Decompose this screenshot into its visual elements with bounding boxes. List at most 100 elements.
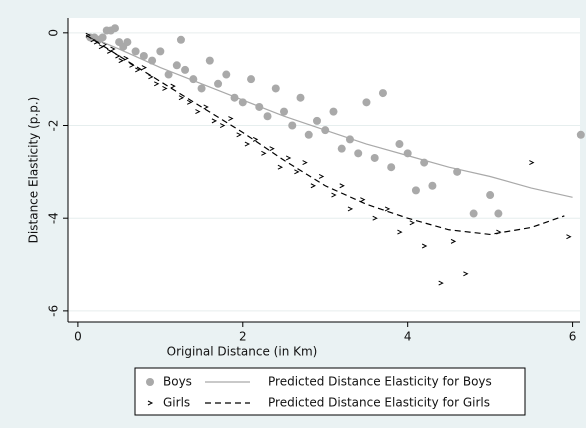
point xyxy=(118,58,124,64)
point xyxy=(409,220,415,226)
legend-label: Boys xyxy=(163,375,192,389)
point xyxy=(139,52,148,60)
point xyxy=(411,186,420,195)
y-tick-label: 0 xyxy=(47,29,61,37)
point xyxy=(387,163,396,172)
point xyxy=(203,104,209,110)
point xyxy=(197,84,206,93)
point xyxy=(205,56,214,65)
y-tick-label: -2 xyxy=(47,120,61,132)
legend-label: Predicted Distance Elasticity for Boys xyxy=(268,375,492,389)
point xyxy=(450,238,457,244)
point xyxy=(421,243,428,249)
point xyxy=(131,47,140,56)
point xyxy=(211,118,218,124)
y-axis-title: Distance Elasticity (p.p.) xyxy=(27,97,41,244)
x-axis-title: Original Distance (in Km) xyxy=(167,345,318,359)
point xyxy=(135,67,141,73)
point xyxy=(362,98,371,107)
point xyxy=(178,95,185,101)
point xyxy=(98,33,107,42)
point xyxy=(110,46,116,52)
point xyxy=(261,150,267,156)
x-tick-label: 2 xyxy=(239,330,247,344)
plot-area xyxy=(68,18,580,322)
point xyxy=(318,174,325,179)
point xyxy=(153,81,160,87)
point xyxy=(181,65,190,74)
point xyxy=(397,229,403,235)
fit-line xyxy=(85,34,573,198)
point xyxy=(372,215,378,221)
point xyxy=(236,132,242,138)
x-tick-label: 4 xyxy=(404,330,412,344)
point xyxy=(312,116,321,125)
x-tick-label: 6 xyxy=(569,330,577,344)
point xyxy=(370,153,379,162)
legend-label: Girls xyxy=(163,396,190,410)
point xyxy=(288,121,297,130)
point xyxy=(469,209,478,218)
point xyxy=(219,123,226,128)
point xyxy=(176,35,185,44)
point xyxy=(294,169,300,175)
point xyxy=(566,234,572,240)
point xyxy=(378,89,387,98)
point xyxy=(123,38,132,47)
point xyxy=(244,141,251,147)
point xyxy=(438,280,444,286)
point xyxy=(529,160,535,166)
point xyxy=(428,181,437,190)
point xyxy=(395,140,404,149)
point xyxy=(170,83,176,89)
point xyxy=(463,271,469,277)
point xyxy=(172,61,181,70)
point xyxy=(347,206,354,212)
point xyxy=(384,206,391,212)
legend-marker xyxy=(147,400,154,406)
point xyxy=(486,191,495,200)
point xyxy=(195,109,201,115)
point xyxy=(296,93,305,102)
point xyxy=(214,79,223,88)
point xyxy=(85,32,91,38)
point xyxy=(360,197,366,203)
point xyxy=(162,85,168,91)
x-tick-label: 0 xyxy=(74,330,82,344)
point xyxy=(98,44,105,50)
point xyxy=(337,144,346,153)
legend-label: Predicted Distance Elasticity for Girls xyxy=(268,396,490,410)
point xyxy=(90,37,96,43)
y-tick-label: -6 xyxy=(47,305,61,317)
point xyxy=(110,24,119,33)
point xyxy=(263,112,272,121)
y-tick-label: -4 xyxy=(47,212,61,224)
point xyxy=(277,164,284,170)
legend-marker xyxy=(146,378,154,386)
point xyxy=(339,183,345,189)
point xyxy=(280,107,289,116)
point xyxy=(164,70,173,79)
point xyxy=(494,209,503,218)
point xyxy=(228,116,234,122)
point xyxy=(269,146,275,152)
point xyxy=(302,160,308,166)
point xyxy=(107,48,113,54)
point xyxy=(186,99,193,105)
point xyxy=(285,155,292,161)
point xyxy=(247,75,256,84)
point xyxy=(252,136,259,142)
point xyxy=(304,130,313,139)
point xyxy=(271,84,280,93)
point xyxy=(141,65,147,71)
point xyxy=(354,149,363,158)
point xyxy=(222,70,231,79)
point xyxy=(156,47,165,56)
point xyxy=(310,183,316,189)
point xyxy=(329,107,338,116)
fit-line xyxy=(85,34,565,236)
point xyxy=(331,192,337,198)
point xyxy=(115,53,121,59)
point xyxy=(576,130,585,139)
